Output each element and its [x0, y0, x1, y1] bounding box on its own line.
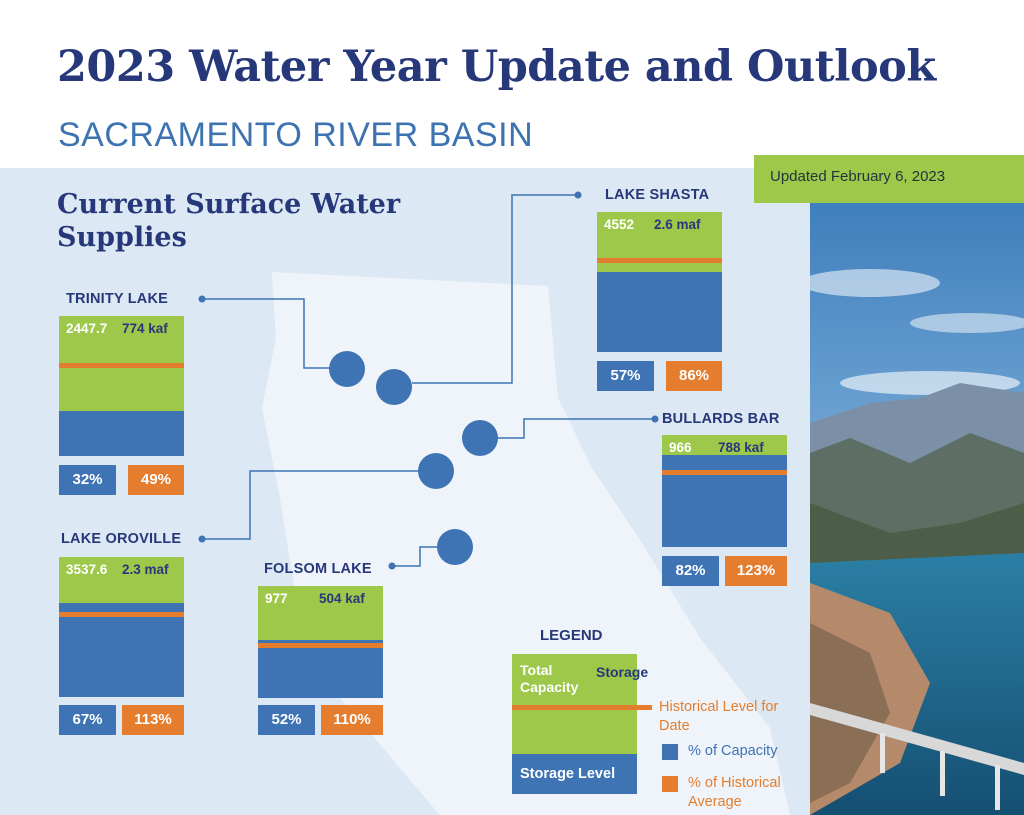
legend-pct-historical-label: % of Historical Average: [688, 775, 781, 810]
trinity-connector-dot: [198, 295, 206, 303]
bullards-name: BULLARDS BAR: [662, 411, 780, 427]
shasta-capacity: 2.6 maf: [654, 217, 701, 232]
shasta-pct-capacity: 57%: [597, 361, 654, 391]
folsom-capacity: 504 kaf: [319, 591, 365, 606]
trinity-location-marker: [329, 351, 365, 387]
bullards-pct-historical: 123%: [725, 556, 787, 586]
reservoir-photo: [810, 203, 1024, 815]
bullards-storage-level: [662, 455, 787, 547]
bullards-connector: [496, 418, 655, 439]
legend-storage-label: Storage: [596, 664, 649, 680]
trinity-pct-capacity: 32%: [59, 465, 116, 495]
page-title: 2023 Water Year Update and Outlook: [57, 42, 936, 92]
shasta-storage-bar: 4552 2.6 maf: [597, 212, 722, 352]
oroville-connector-dot: [198, 535, 206, 543]
shasta-connector-dot: [574, 191, 582, 199]
bullards-pct-capacity: 82%: [662, 556, 719, 586]
lake-landscape-image: [810, 203, 1024, 815]
updated-date-badge: Updated February 6, 2023: [754, 155, 1024, 203]
legend-historical-label: Historical Level for Date: [659, 699, 779, 734]
california-map-silhouette: [262, 272, 790, 815]
legend-total-capacity-swatch: [512, 654, 637, 754]
bullards-historical-level: [662, 470, 787, 475]
folsom-storage-level: [258, 640, 383, 698]
trinity-capacity: 774 kaf: [122, 321, 168, 336]
bullards-location-marker: [462, 420, 498, 456]
shasta-historical-level: [597, 258, 722, 263]
oroville-name: LAKE OROVILLE: [61, 531, 182, 547]
legend-historical-square: [662, 776, 678, 792]
legend-capacity-square: [662, 744, 678, 760]
trinity-storage-bar: 2447.7 774 kaf: [59, 316, 184, 456]
shasta-elevation: 4552: [604, 217, 635, 232]
trinity-connector: [202, 298, 330, 369]
page-subtitle: SACRAMENTO RIVER BASIN: [58, 116, 534, 154]
oroville-elevation: 3537.6: [66, 562, 108, 577]
shasta-storage-level: [597, 272, 722, 352]
folsom-connector: [392, 546, 440, 567]
legend-storage-level-label: Storage Level: [520, 766, 616, 782]
folsom-historical-level: [258, 643, 383, 648]
folsom-name: FOLSOM LAKE: [264, 561, 372, 577]
oroville-storage-level: [59, 603, 184, 697]
legend-pct-capacity-label: % of Capacity: [688, 743, 778, 759]
bullards-capacity: 788 kaf: [718, 440, 764, 455]
shasta-name: LAKE SHASTA: [605, 187, 710, 203]
folsom-elevation: 977: [265, 591, 288, 606]
oroville-pct-capacity: 67%: [59, 705, 116, 735]
legend-total-capacity-label: Total Capacity: [520, 662, 579, 695]
oroville-storage-bar: 3537.6 2.3 maf: [59, 557, 184, 697]
section-title: Current Surface Water Supplies: [57, 189, 401, 253]
oroville-historical-level: [59, 612, 184, 617]
folsom-connector-dot: [388, 562, 396, 570]
folsom-pct-capacity: 52%: [258, 705, 315, 735]
shasta-pct-historical: 86%: [666, 361, 722, 391]
bullards-connector-dot: [651, 415, 659, 423]
map-panel: [0, 168, 1024, 815]
oroville-pct-historical: 113%: [122, 705, 184, 735]
legend-historical-line: [512, 705, 652, 710]
folsom-pct-historical: 110%: [321, 705, 383, 735]
trinity-historical-level: [59, 363, 184, 368]
legend-title: LEGEND: [540, 627, 603, 644]
oroville-capacity: 2.3 maf: [122, 562, 169, 577]
legend-sample-bar: Total Capacity Storage Storage Level: [512, 654, 652, 794]
legend-storage-level-swatch: [512, 754, 637, 794]
oroville-connector: [202, 470, 418, 540]
folsom-location-marker: [437, 529, 473, 565]
trinity-storage-level: [59, 411, 184, 456]
shasta-connector: [412, 194, 578, 384]
bullards-elevation: 966: [669, 440, 692, 455]
trinity-name: TRINITY LAKE: [66, 291, 169, 307]
bullards-storage-bar: 966 788 kaf: [662, 435, 787, 547]
folsom-storage-bar: 977 504 kaf: [258, 586, 383, 698]
oroville-location-marker: [418, 453, 454, 489]
trinity-elevation: 2447.7: [66, 321, 108, 336]
shasta-location-marker: [376, 369, 412, 405]
trinity-pct-historical: 49%: [128, 465, 184, 495]
